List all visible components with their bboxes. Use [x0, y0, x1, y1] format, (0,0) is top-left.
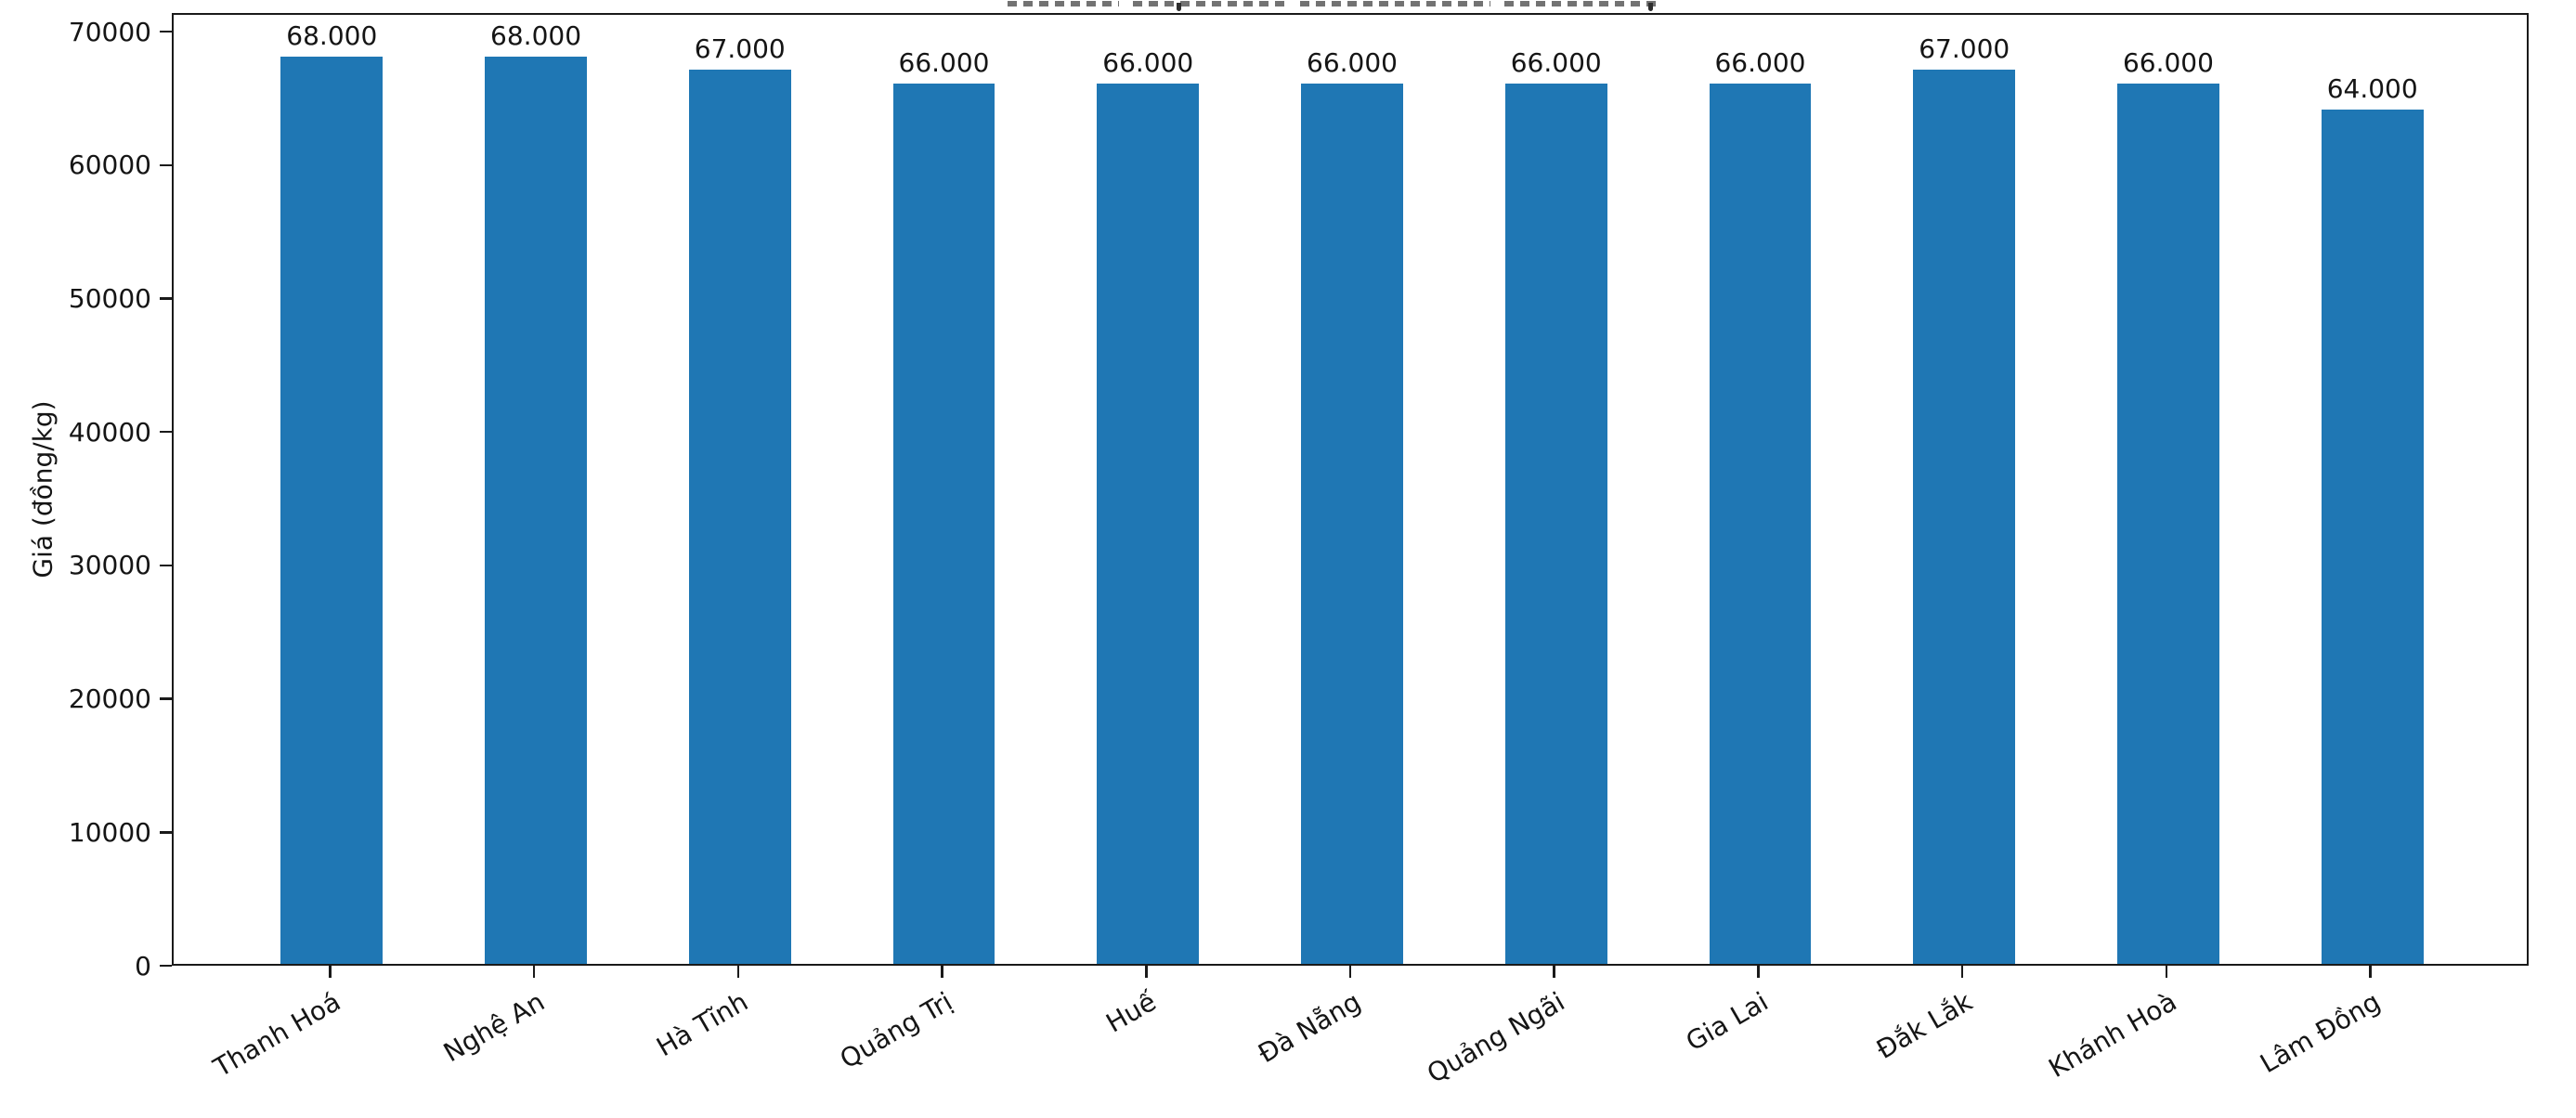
bar-2 [485, 56, 587, 964]
x-tick-mark [532, 966, 536, 978]
x-tick-label: Huế [1100, 986, 1162, 1039]
bar-value-label: 68.000 [490, 20, 582, 51]
x-tick-label: Khánh Hoà [2043, 986, 2182, 1085]
x-tick-mark [2165, 966, 2168, 978]
bar-value-label: 66.000 [2122, 46, 2214, 78]
cropped-title-descender [1648, 3, 1653, 11]
x-tick-mark [2369, 966, 2372, 978]
bar-1 [280, 56, 384, 964]
x-tick-mark [1145, 966, 1148, 978]
x-tick-mark [736, 966, 740, 978]
bar-3 [688, 70, 791, 964]
bar-value-label: 64.000 [2326, 73, 2418, 105]
bar-6 [1301, 83, 1403, 964]
y-tick-mark [160, 30, 172, 33]
bar-10 [2117, 83, 2219, 964]
y-tick-label: 60000 [68, 150, 151, 181]
y-tick-mark [160, 564, 172, 567]
x-tick-label: Hà Tĩnh [651, 986, 754, 1063]
y-tick-mark [160, 163, 172, 167]
x-tick-mark [1960, 966, 1964, 978]
y-tick-label: 20000 [68, 683, 151, 715]
x-tick-mark [329, 966, 332, 978]
cropped-title-fragment [1300, 1, 1490, 6]
x-tick-label: Nghệ An [437, 986, 550, 1069]
bar-value-label: 66.000 [898, 46, 990, 78]
cropped-title-remnant [1008, 0, 1662, 11]
cropped-title-fragment [1504, 1, 1662, 6]
cropped-title-fragment [1133, 1, 1286, 6]
bar-value-label: 66.000 [1102, 46, 1194, 78]
bar-5 [1097, 83, 1200, 964]
x-tick-label: Thanh Hoá [207, 986, 345, 1084]
bar-9 [1913, 70, 2016, 964]
x-tick-label: Lâm Đồng [2255, 986, 2387, 1080]
bar-value-label: 68.000 [286, 20, 378, 51]
bar-11 [2321, 110, 2424, 964]
bar-value-label: 66.000 [1714, 46, 1806, 78]
y-tick-label: 0 [135, 950, 151, 982]
y-tick-mark [160, 964, 172, 968]
y-tick-label: 10000 [68, 816, 151, 848]
bar-4 [892, 83, 995, 964]
x-tick-label: Quảng Ngãi [1421, 986, 1570, 1090]
bar-value-label: 67.000 [1919, 33, 2010, 65]
bar-value-label: 66.000 [1307, 46, 1398, 78]
x-tick-mark [1553, 966, 1555, 978]
y-tick-mark [160, 297, 172, 300]
y-tick-label: 40000 [68, 416, 151, 448]
plot-area: 68.000 68.000 67.000 66.000 66.000 66.000 66.0… [172, 13, 2529, 966]
y-tick-mark [160, 831, 172, 834]
x-tick-mark [1348, 966, 1352, 978]
y-tick-label: 50000 [68, 283, 151, 314]
y-tick-label: 70000 [68, 16, 151, 47]
cropped-title-descender [1177, 3, 1181, 11]
bar-8 [1709, 83, 1812, 964]
cropped-title-fragment [1008, 1, 1119, 6]
x-tick-label: Đắk Lắk [1871, 986, 1978, 1066]
y-tick-mark [160, 430, 172, 434]
bar-value-label: 67.000 [694, 33, 786, 65]
x-tick-mark [1757, 966, 1760, 978]
y-tick-label: 30000 [68, 550, 151, 581]
x-tick-label: Đà Nẵng [1252, 986, 1366, 1070]
x-tick-label: Gia Lai [1681, 986, 1774, 1058]
y-tick-mark [160, 697, 172, 700]
x-tick-mark [941, 966, 943, 978]
x-tick-label: Quảng Trị [834, 986, 958, 1075]
bar-7 [1504, 83, 1607, 964]
bar-value-label: 66.000 [1510, 46, 1602, 78]
